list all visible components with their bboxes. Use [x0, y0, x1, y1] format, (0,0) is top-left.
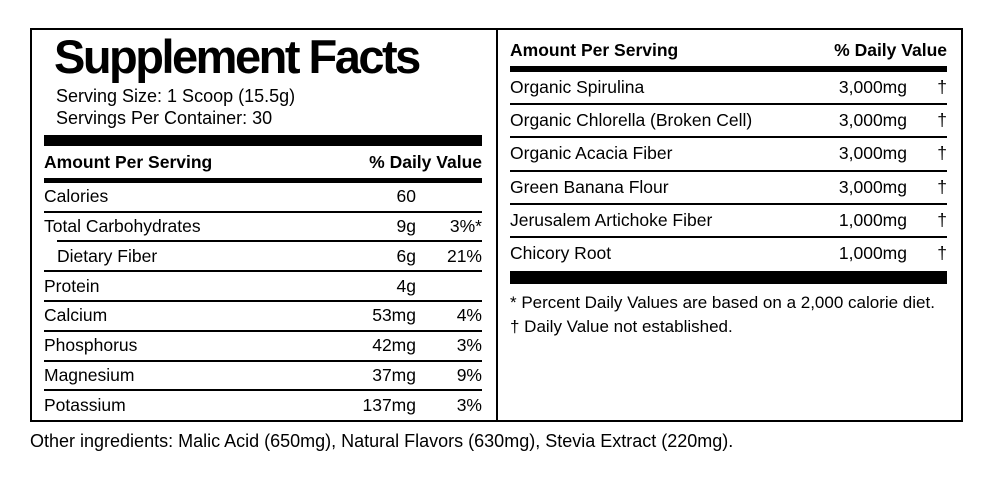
ingredient-name: Organic Acacia Fiber: [510, 143, 673, 164]
table-row: Protein 4g: [44, 270, 482, 300]
ingredient-amount: 3,000mg: [838, 77, 907, 98]
table-row: Organic Chlorella (Broken Cell) 3,000mg …: [510, 103, 947, 136]
divider-thick-bar: [44, 134, 482, 146]
ingredient-name: Organic Chlorella (Broken Cell): [510, 110, 753, 131]
divider-thick-bar: [510, 271, 947, 285]
nutrient-amount: 37mg: [372, 365, 416, 386]
nutrition-facts-section: Supplement Facts Serving Size: 1 Scoop (…: [32, 30, 498, 420]
table-row-sub: Dietary Fiber 6g 21%: [57, 240, 482, 270]
nutrient-amount: 6g: [396, 245, 416, 266]
ingredient-name: Jerusalem Artichoke Fiber: [510, 209, 713, 230]
ingredient-dv: †: [937, 176, 947, 197]
left-header-amount-label: Amount Per Serving: [44, 151, 213, 172]
nutrient-dv: 3%: [456, 394, 482, 415]
table-row: Organic Acacia Fiber 3,000mg †: [510, 136, 947, 169]
table-row: Potassium 137mg 3%: [44, 389, 482, 419]
page-title: Supplement Facts: [54, 30, 421, 83]
servings-per-container: Servings Per Container: 30: [56, 108, 273, 129]
right-header-amount-label: Amount Per Serving: [510, 40, 679, 60]
ingredient-amount: 1,000mg: [838, 243, 907, 264]
nutrient-name: Potassium: [44, 394, 126, 415]
ingredient-dv: †: [937, 110, 947, 131]
nutrient-name: Calories: [44, 186, 109, 207]
ingredient-dv: †: [937, 209, 947, 230]
ingredient-name: Chicory Root: [510, 243, 612, 264]
table-row: Magnesium 37mg 9%: [44, 359, 482, 390]
table-row: Total Carbohydrates 9g 3%*: [44, 210, 482, 241]
serving-size: Serving Size: 1 Scoop (15.5g): [56, 85, 296, 106]
table-row: Green Banana Flour 3,000mg †: [510, 169, 947, 203]
ingredient-dv: †: [937, 143, 947, 164]
ingredient-amount: 3,000mg: [838, 176, 907, 197]
nutrient-amount: 9g: [396, 216, 416, 237]
ingredient-dv: †: [937, 77, 947, 98]
nutrient-dv: 4%: [456, 305, 482, 326]
nutrient-dv: 9%: [456, 365, 482, 386]
ingredient-dv: †: [937, 243, 947, 264]
footnotes: * Percent Daily Values are based on a 2,…: [510, 291, 947, 338]
table-row: Jerusalem Artichoke Fiber 1,000mg †: [510, 202, 947, 236]
ingredients-section: Amount Per Serving % Daily Value Organic…: [498, 30, 961, 420]
nutrient-name: Phosphorus: [44, 335, 138, 356]
ingredient-amount: 3,000mg: [838, 143, 907, 164]
nutrient-dv: 3%*: [449, 216, 482, 237]
ingredient-name: Organic Spirulina: [510, 77, 645, 98]
nutrient-dv: 21%: [446, 245, 482, 266]
table-row: Organic Spirulina 3,000mg †: [510, 72, 947, 103]
nutrient-name: Total Carbohydrates: [44, 216, 201, 237]
left-header-dv-label: % Daily Value: [369, 151, 482, 172]
nutrient-amount: 137mg: [362, 394, 416, 415]
nutrient-name: Magnesium: [44, 365, 135, 386]
other-ingredients: Other ingredients: Malic Acid (650mg), N…: [30, 431, 734, 451]
right-table-header: Amount Per Serving % Daily Value: [510, 34, 947, 66]
nutrient-name: Protein: [44, 275, 100, 296]
footnote-dv-not-established: † Daily Value not established.: [510, 316, 733, 336]
nutrient-amount: 60: [396, 186, 416, 207]
divider-mid-bar: [44, 177, 482, 183]
table-row: Calories 60: [44, 183, 482, 211]
nutrient-name: Dietary Fiber: [57, 245, 158, 266]
nutrient-amount: 42mg: [372, 335, 416, 356]
nutrient-rows: Calories 60 Total Carbohydrates 9g 3%* D…: [44, 183, 482, 419]
left-table-header: Amount Per Serving % Daily Value: [44, 146, 482, 178]
ingredient-amount: 1,000mg: [838, 209, 907, 230]
footnote-daily-values: * Percent Daily Values are based on a 2,…: [510, 293, 935, 313]
nutrient-name: Calcium: [44, 305, 108, 326]
ingredient-rows: Organic Spirulina 3,000mg † Organic Chlo…: [510, 72, 947, 269]
nutrient-amount: 53mg: [372, 305, 416, 326]
supplement-facts-panel: Supplement Facts Serving Size: 1 Scoop (…: [30, 28, 963, 422]
nutrient-amount: 4g: [396, 275, 416, 296]
nutrient-dv: 3%: [456, 335, 482, 356]
table-row: Chicory Root 1,000mg †: [510, 235, 947, 269]
ingredient-amount: 3,000mg: [838, 110, 907, 131]
table-row: Phosphorus 42mg 3%: [44, 329, 482, 360]
table-row: Calcium 53mg 4%: [44, 300, 482, 330]
right-header-dv-label: % Daily Value: [834, 40, 947, 60]
divider-mid-bar: [510, 66, 947, 72]
ingredient-name: Green Banana Flour: [510, 176, 669, 197]
